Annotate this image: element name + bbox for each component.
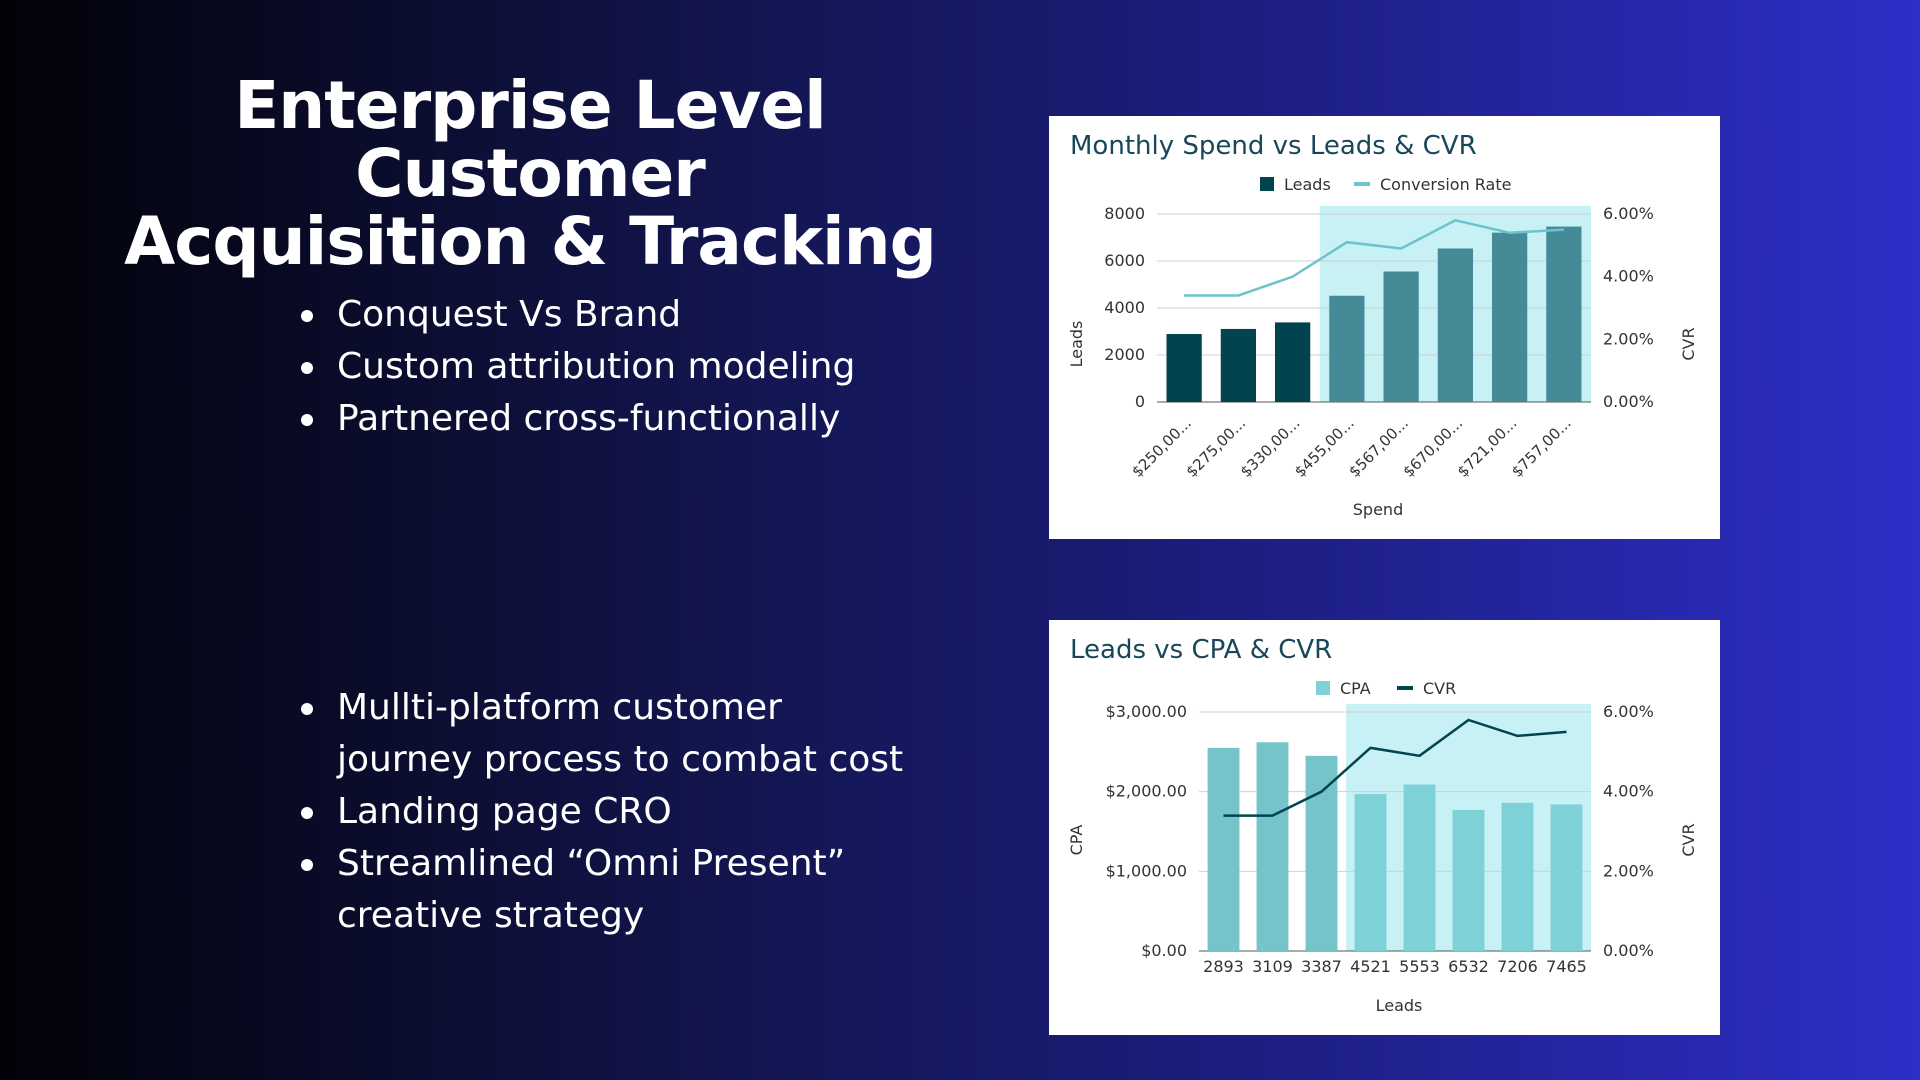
chart-bar [1256, 742, 1289, 951]
x-tick-label: 5553 [1399, 957, 1440, 976]
y-tick-label: 4000 [1104, 298, 1145, 317]
chart-panel-leads-vs-cpa: Leads vs CPA & CVR $3,000.00 $2,000.00 $1,0… [1049, 620, 1720, 1035]
legend-label: CVR [1423, 679, 1456, 698]
y-tick-label: $2,000.00 [1106, 782, 1187, 801]
y2-tick-label: 6.00% [1603, 702, 1654, 721]
chart-bar [1550, 804, 1583, 951]
y-tick-label: 2000 [1104, 345, 1145, 364]
chart-bar [1305, 755, 1338, 951]
chart-bar [1501, 802, 1534, 951]
chart-title: Monthly Spend vs Leads & CVR [1070, 131, 1477, 161]
x-axis-title: Leads [1376, 996, 1423, 1015]
bullet-item: Partnered cross-functionally [301, 393, 855, 445]
x-tick-label: 4521 [1350, 957, 1391, 976]
x-tick-label: 2893 [1203, 957, 1244, 976]
legend-swatch-bar [1260, 177, 1274, 191]
chart-bar [1329, 295, 1365, 402]
bullet-item: Conquest Vs Brand [301, 289, 855, 341]
chart-bar [1207, 747, 1240, 951]
y2-tick-label: 0.00% [1603, 392, 1654, 411]
y2-axis-title: CVR [1679, 823, 1698, 856]
bullet-list-top: Conquest Vs Brand Custom attribution mod… [301, 289, 855, 445]
chart-bar [1220, 328, 1257, 402]
chart-bar [1166, 334, 1202, 402]
y-tick-label: $3,000.00 [1106, 702, 1187, 721]
y-tick-label: 6000 [1104, 251, 1145, 270]
legend-label: Leads [1284, 175, 1331, 194]
y2-tick-label: 4.00% [1603, 782, 1654, 801]
chart-series-line [1223, 718, 1567, 817]
y2-axis-title: CVR [1679, 327, 1698, 360]
chart-bar [1437, 248, 1474, 402]
chart-spend-vs-leads: Monthly Spend vs Leads & CVR 8000 6000 4000… [1067, 131, 1698, 519]
slide-title-line1: Enterprise Level Customer [234, 67, 827, 212]
y-tick-label: $1,000.00 [1106, 861, 1187, 880]
x-tick-label: 3109 [1252, 957, 1293, 976]
chart-panel-spend-vs-leads: Monthly Spend vs Leads & CVR 8000 6000 4000… [1049, 116, 1720, 539]
chart-bar [1403, 784, 1436, 951]
y2-tick-label: 2.00% [1603, 329, 1654, 348]
y-axis-title: Leads [1067, 321, 1086, 368]
chart-bar [1274, 322, 1311, 402]
y-tick-label: 0 [1135, 392, 1145, 411]
legend-label: Conversion Rate [1380, 175, 1511, 194]
bullet-item: Custom attribution modeling [301, 341, 855, 393]
y2-tick-label: 4.00% [1603, 267, 1654, 286]
y2-tick-label: 6.00% [1603, 204, 1654, 223]
slide-title: Enterprise Level Customer Acquisition & … [90, 72, 970, 276]
x-tick-label: 7465 [1546, 957, 1587, 976]
chart-bar [1354, 794, 1387, 951]
y2-tick-label: 0.00% [1603, 941, 1654, 960]
chart-leads-vs-cpa: Leads vs CPA & CVR $3,000.00 $2,000.00 $1,0… [1067, 635, 1698, 1015]
chart-series-line [1184, 218, 1564, 297]
slide-title-line2: Acquisition & Tracking [124, 203, 937, 280]
bullet-list-bottom: Mullti-platform customer journey process… [301, 682, 921, 942]
y2-tick-label: 2.00% [1603, 861, 1654, 880]
legend-label: CPA [1340, 679, 1371, 698]
chart-bar [1491, 232, 1528, 402]
chart-bar [1383, 271, 1419, 402]
legend-swatch-bar [1316, 681, 1330, 695]
bullet-item: Landing page CRO [301, 786, 921, 838]
x-tick-label: 7206 [1497, 957, 1538, 976]
bullet-item: Streamlined “Omni Present” creative stra… [301, 838, 921, 942]
x-axis-title: Spend [1353, 500, 1403, 519]
x-tick-label: 6532 [1448, 957, 1489, 976]
x-tick-label: $757,00... [1508, 414, 1575, 481]
chart-bar [1546, 226, 1582, 402]
chart-bar [1452, 809, 1485, 951]
y-tick-label: $0.00 [1141, 941, 1187, 960]
x-tick-label: 3387 [1301, 957, 1342, 976]
y-tick-label: 8000 [1104, 204, 1145, 223]
y-axis-title: CPA [1067, 825, 1086, 856]
chart-title: Leads vs CPA & CVR [1070, 635, 1332, 665]
bullet-item: Mullti-platform customer journey process… [301, 682, 921, 786]
